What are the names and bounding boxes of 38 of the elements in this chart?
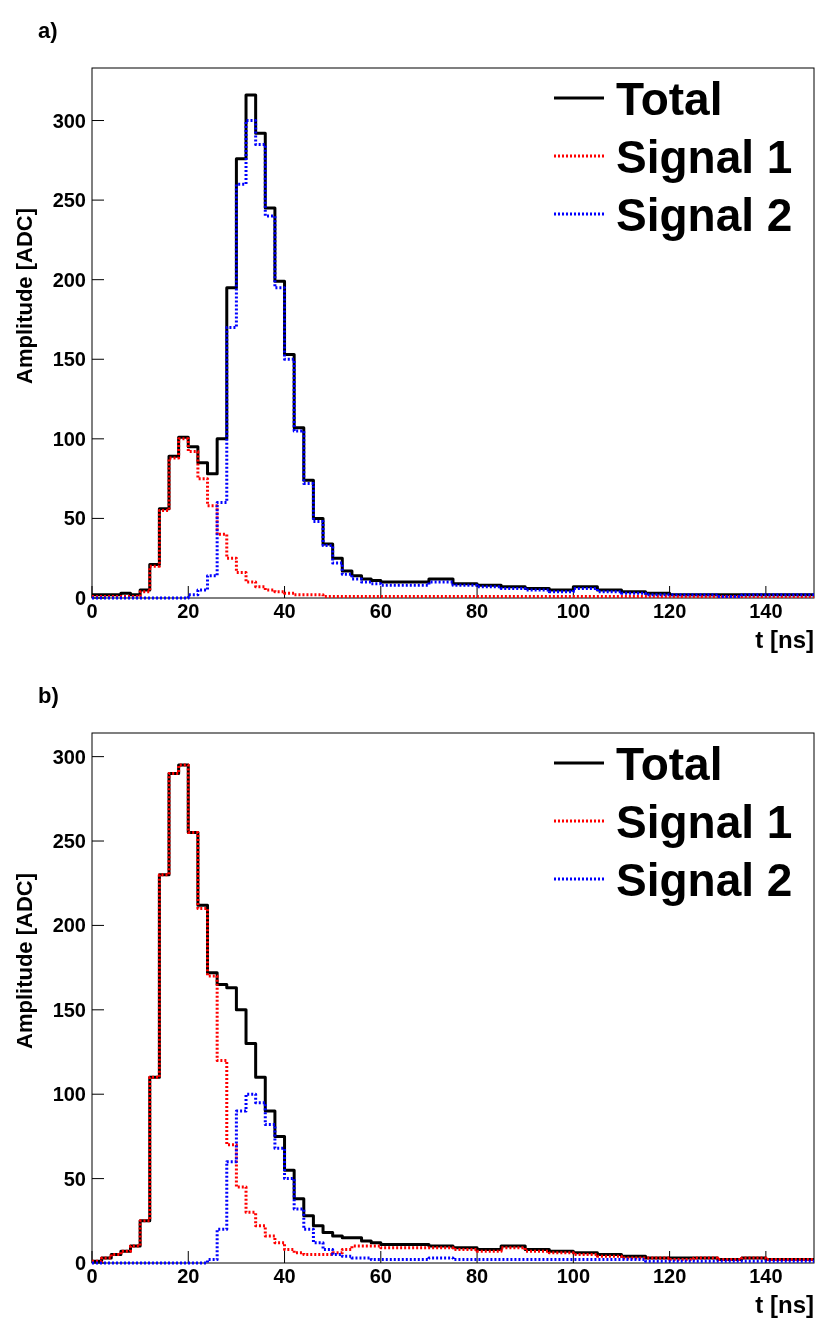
y-tick-label: 250 [52, 830, 86, 853]
y-axis-title: Amplitude [ADC] [12, 208, 37, 384]
legend-label: Total [616, 73, 723, 125]
y-axis-title: Amplitude [ADC] [12, 873, 37, 1049]
chart-title: b) [38, 683, 59, 708]
x-axis-title: t [ns] [755, 626, 814, 653]
x-tick-label: 120 [652, 1265, 687, 1287]
x-tick-label: 140 [749, 1265, 783, 1287]
y-tick-label: 100 [52, 427, 86, 450]
y-tick-label: 250 [52, 189, 86, 212]
y-tick-label: 200 [52, 268, 86, 291]
y-tick-label: 50 [63, 1167, 86, 1190]
y-tick-label: 300 [52, 109, 86, 132]
legend-label: Total [616, 738, 723, 790]
legend-label: Signal 2 [616, 189, 793, 241]
x-tick-label: 80 [465, 600, 489, 622]
x-tick-label: 140 [749, 600, 783, 622]
legend-label: Signal 1 [616, 796, 793, 848]
y-tick-label: 200 [52, 914, 86, 937]
x-tick-label: 120 [652, 600, 687, 622]
x-tick-label: 100 [556, 600, 591, 622]
y-tick-label: 150 [52, 998, 86, 1021]
x-tick-label: 40 [273, 600, 296, 622]
y-tick-label: 50 [63, 507, 86, 530]
legend-label: Signal 1 [616, 131, 793, 183]
x-tick-label: 40 [273, 1265, 296, 1287]
x-tick-label: 60 [369, 1265, 392, 1287]
x-axis-title: t [ns] [755, 1291, 814, 1318]
y-tick-label: 150 [52, 348, 86, 371]
x-tick-label: 20 [177, 1265, 200, 1287]
chart-title: a) [38, 18, 58, 43]
y-tick-label: 300 [52, 745, 86, 768]
x-tick-label: 80 [465, 1265, 489, 1287]
y-tick-label: 100 [52, 1083, 86, 1106]
x-tick-label: 100 [556, 1265, 591, 1287]
x-tick-label: 60 [369, 600, 392, 622]
legend-label: Signal 2 [616, 854, 793, 906]
x-tick-label: 20 [177, 600, 200, 622]
